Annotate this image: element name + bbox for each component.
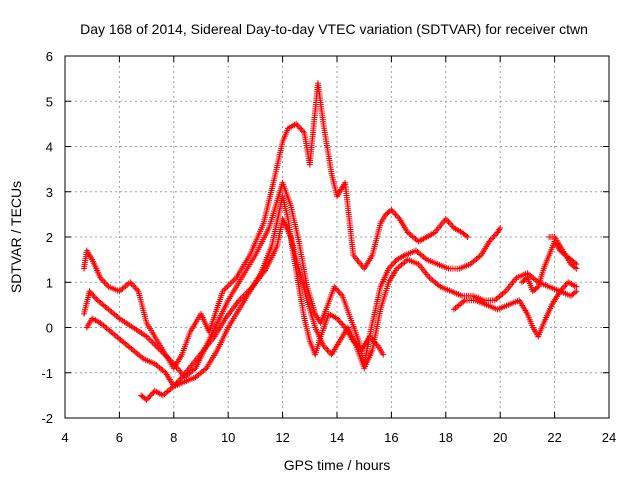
- y-tick-label: 2: [46, 230, 53, 245]
- data-point-marker: [573, 283, 580, 290]
- series-track-7: [546, 234, 580, 272]
- data-point-marker: [533, 284, 540, 291]
- y-tick-label: 5: [46, 94, 53, 109]
- y-tick-label: -2: [41, 411, 53, 426]
- data-point-marker: [389, 208, 396, 215]
- data-point-marker: [228, 279, 235, 286]
- data-point-marker: [128, 280, 135, 287]
- series-track-4: [138, 193, 387, 403]
- x-tick-label: 8: [170, 430, 177, 445]
- y-axis-ticks: -2 -1 0 1 2 3 4 5 6: [41, 49, 609, 426]
- x-tick-label: 10: [221, 430, 235, 445]
- data-point-marker: [230, 277, 237, 284]
- data-point-marker: [147, 392, 154, 399]
- data-point-marker: [391, 259, 398, 266]
- y-tick-label: 0: [46, 321, 53, 336]
- x-tick-label: 4: [61, 430, 68, 445]
- data-point-marker: [336, 318, 343, 325]
- data-point-marker: [146, 336, 153, 343]
- x-axis-label: GPS time / hours: [284, 457, 391, 473]
- data-point-marker: [224, 283, 231, 290]
- plot-frame: [64, 55, 610, 419]
- data-point-marker: [100, 277, 107, 284]
- data-point-marker: [489, 235, 496, 242]
- data-points: [81, 80, 580, 403]
- data-point-marker: [101, 279, 108, 286]
- data-point-marker: [148, 338, 155, 345]
- data-point-marker: [491, 232, 498, 239]
- series-track-1: [81, 80, 471, 372]
- data-point-marker: [336, 289, 343, 296]
- data-point-marker: [490, 234, 497, 240]
- data-point-marker: [144, 395, 151, 402]
- data-point-marker: [388, 262, 395, 269]
- data-point-marker: [93, 295, 100, 302]
- y-tick-label: 6: [46, 49, 53, 64]
- series-track-3: [83, 215, 580, 390]
- data-point-marker: [393, 212, 400, 219]
- x-tick-label: 24: [602, 430, 616, 445]
- data-point-marker: [91, 294, 98, 301]
- data-point-marker: [448, 221, 455, 228]
- data-point-marker: [131, 283, 138, 290]
- data-point-marker: [298, 126, 305, 133]
- data-point-marker: [324, 347, 331, 354]
- data-point-marker: [445, 218, 452, 225]
- data-point-marker: [334, 286, 340, 293]
- grid: [65, 56, 609, 418]
- y-tick-label: -1: [41, 366, 53, 381]
- data-point-marker: [149, 339, 156, 346]
- series-track-5: [450, 279, 580, 340]
- data-point-marker: [132, 285, 139, 292]
- data-point-marker: [572, 264, 578, 271]
- chart-title: Day 168 of 2014, Sidereal Day-to-day VTE…: [80, 21, 588, 37]
- data-point-marker: [297, 125, 304, 132]
- x-tick-label: 20: [493, 430, 507, 445]
- data-point-marker: [294, 122, 301, 129]
- data-point-marker: [338, 319, 345, 326]
- data-point-marker: [446, 220, 453, 227]
- y-tick-label: 1: [46, 275, 53, 290]
- data-point-marker: [380, 351, 387, 358]
- x-tick-label: 18: [439, 430, 453, 445]
- data-point-marker: [389, 261, 396, 268]
- series-track-2: [81, 179, 504, 381]
- data-point-marker: [392, 211, 399, 218]
- data-point-marker: [573, 265, 580, 272]
- data-point-marker: [572, 289, 578, 296]
- x-tick-label: 6: [116, 430, 123, 445]
- data-point-marker: [497, 224, 504, 231]
- x-tick-label: 22: [547, 430, 561, 445]
- data-point-marker: [155, 345, 162, 352]
- y-axis-label: SDTVAR / TECUs: [8, 181, 24, 293]
- data-point-marker: [463, 232, 470, 239]
- data-point-marker: [225, 282, 232, 289]
- x-tick-label: 16: [384, 430, 398, 445]
- x-axis-ticks: 4 6 8 10 12 14 16 18 20 22 24: [61, 56, 616, 445]
- data-point-marker: [464, 234, 471, 240]
- data-point-marker: [323, 345, 330, 352]
- x-tick-label: 12: [275, 430, 289, 445]
- data-point-marker: [339, 321, 346, 328]
- data-point-marker: [145, 335, 152, 342]
- x-tick-label: 14: [330, 430, 344, 445]
- series-track-6: [518, 238, 580, 295]
- data-point-marker: [102, 280, 109, 287]
- data-point-marker: [561, 283, 568, 290]
- y-tick-label: 4: [46, 140, 53, 155]
- y-tick-label: 3: [46, 185, 53, 200]
- data-point-marker: [89, 291, 96, 298]
